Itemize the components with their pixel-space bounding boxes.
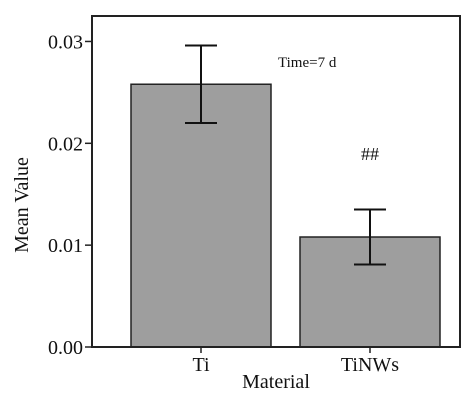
plot-frame xyxy=(91,15,461,348)
x-axis-label: Material xyxy=(242,371,310,393)
bars-layer xyxy=(130,83,441,348)
y-axis-label: Mean Value xyxy=(11,157,33,253)
x-tick-label-tinws: TiNWs xyxy=(341,354,399,376)
error-bars-layer xyxy=(185,44,386,266)
significance-marker: ## xyxy=(361,144,379,164)
ticks-layer: Ti TiNWs 0.00 0.01 0.02 0.03 xyxy=(48,31,399,376)
x-tick-label-ti: Ti xyxy=(192,354,210,376)
y-tick-label-3: 0.03 xyxy=(48,31,83,53)
y-tick-label-0: 0.00 xyxy=(48,337,83,359)
y-tick-label-1: 0.01 xyxy=(48,235,83,257)
bar-ti xyxy=(130,83,272,348)
y-tick-label-2: 0.02 xyxy=(48,133,83,155)
time-annotation: Time=7 d xyxy=(278,55,337,71)
